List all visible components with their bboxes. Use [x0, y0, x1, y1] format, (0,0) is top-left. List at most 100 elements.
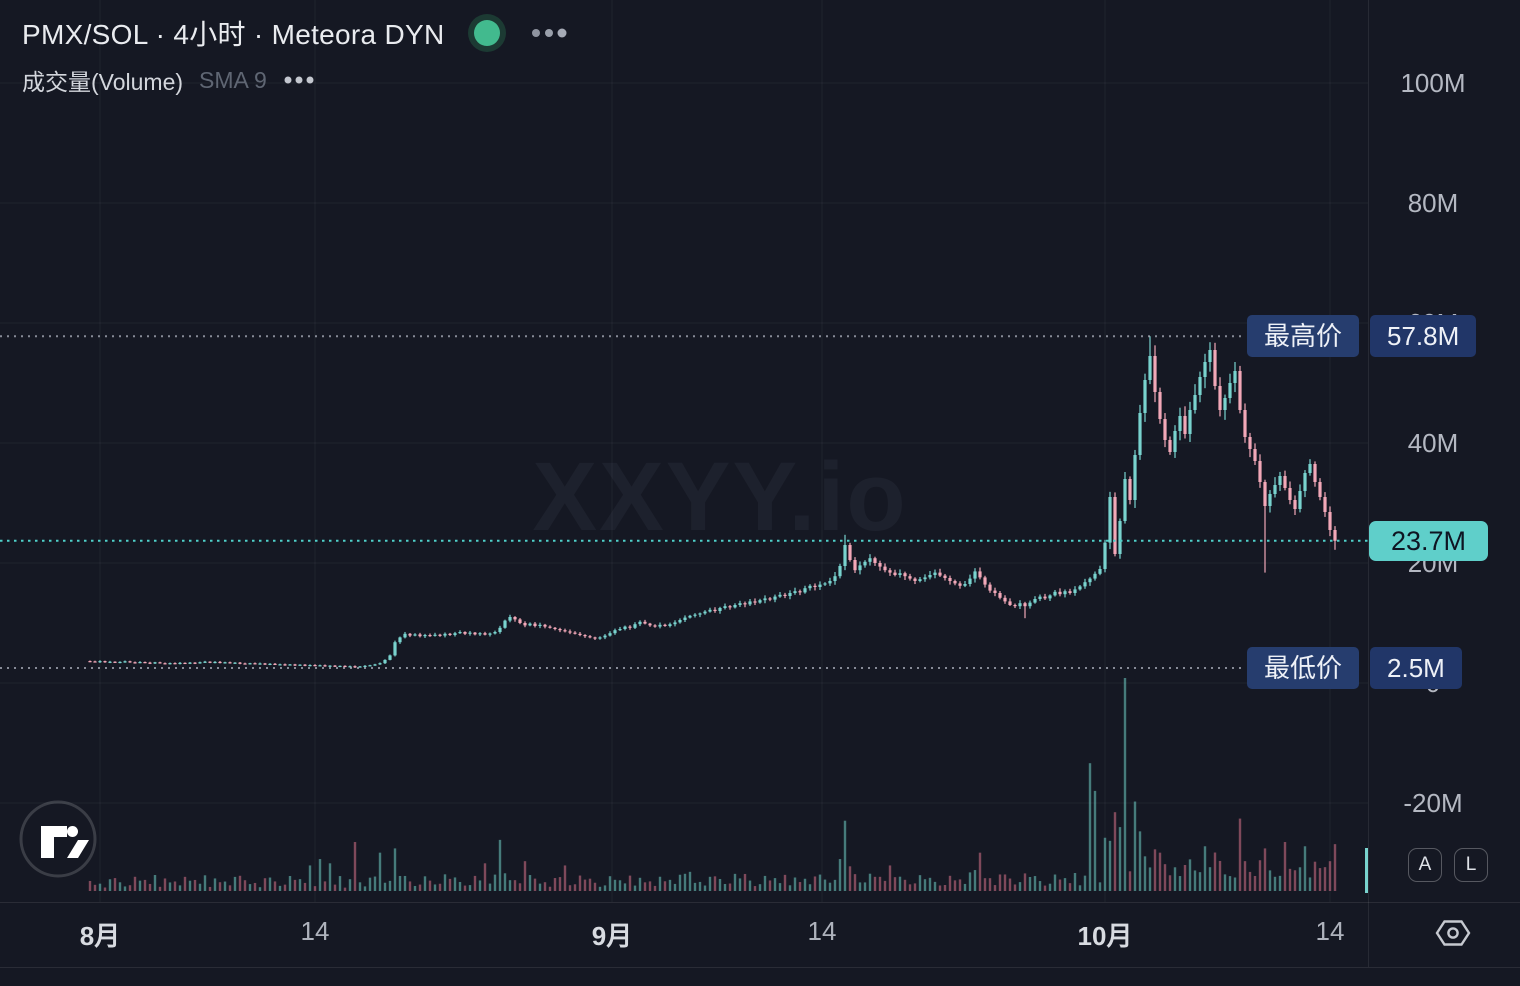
candle-body — [1313, 464, 1317, 482]
volume-bar — [743, 873, 747, 891]
candle-body — [483, 633, 487, 635]
candle-body — [678, 620, 682, 623]
candle-body — [898, 573, 902, 575]
candle-body — [588, 636, 592, 638]
volume-bar — [378, 852, 382, 891]
volume-bar — [663, 881, 667, 891]
candle-body — [298, 664, 302, 666]
x-axis-label: 14 — [1315, 916, 1345, 946]
volume-bar — [748, 880, 752, 891]
candle-body — [983, 577, 987, 585]
candle-body — [1198, 377, 1202, 395]
volume-bar — [413, 885, 417, 891]
gear-icon[interactable] — [1432, 916, 1474, 950]
ellipsis-icon[interactable] — [529, 26, 571, 40]
volume-bar — [478, 880, 482, 891]
candle-body — [1328, 512, 1332, 530]
volume-bar — [968, 872, 972, 891]
log-scale-button[interactable]: L — [1454, 848, 1488, 882]
tradingview-logo[interactable] — [17, 798, 99, 880]
candle-body — [123, 661, 127, 663]
volume-bar — [343, 887, 347, 891]
highest-price-value: 57.8M — [1370, 315, 1477, 358]
candle-body — [1318, 482, 1322, 497]
volume-bar — [193, 879, 197, 891]
candle-body — [753, 601, 757, 603]
volume-bar — [1208, 867, 1212, 891]
volume-bar — [1068, 883, 1072, 891]
volume-bar — [1233, 877, 1237, 891]
candle-body — [553, 627, 557, 629]
candle-body — [518, 619, 522, 623]
candle-body — [458, 632, 462, 634]
volume-bar — [1118, 827, 1122, 891]
volume-bar — [1273, 876, 1277, 891]
volume-bar — [693, 882, 697, 891]
candle-body — [1018, 603, 1022, 607]
candle-body — [818, 584, 822, 587]
candle-body — [808, 585, 812, 589]
volume-bar — [358, 882, 362, 891]
candle-body — [1153, 356, 1157, 392]
volume-bar — [1168, 875, 1172, 891]
candle-body — [283, 664, 287, 666]
volume-bar — [333, 884, 337, 891]
volume-bar — [573, 884, 577, 891]
price-axis-divider — [1368, 0, 1369, 967]
volume-bar — [143, 879, 147, 891]
x-axis-label: 14 — [807, 916, 837, 946]
volume-bar — [638, 877, 642, 891]
candle-body — [743, 603, 747, 605]
candle-body — [703, 611, 707, 614]
candle-body — [1053, 591, 1057, 596]
volume-bar — [218, 882, 222, 891]
ellipsis-icon[interactable] — [283, 74, 319, 86]
connection-status-icon[interactable] — [465, 11, 509, 55]
candle-body — [843, 545, 847, 566]
candle-body — [1128, 479, 1132, 500]
candle-body — [1123, 479, 1127, 521]
candle-body — [883, 566, 887, 571]
candle-body — [153, 662, 157, 664]
candle-body — [108, 661, 112, 663]
candle-body — [1163, 419, 1167, 440]
volume-bar — [308, 865, 312, 891]
candle-body — [643, 621, 647, 624]
volume-bar — [1138, 831, 1142, 891]
volume-bar — [408, 881, 412, 891]
volume-bar — [1023, 873, 1027, 891]
candle-body — [533, 623, 537, 626]
volume-bar — [938, 885, 942, 891]
volume-bar — [443, 874, 447, 891]
volume-bar — [348, 879, 352, 891]
volume-bar — [1258, 860, 1262, 891]
sma-label: SMA 9 — [199, 66, 267, 93]
volume-bar — [118, 882, 122, 891]
volume-indicator-legend[interactable]: 成交量(Volume) SMA 9 — [22, 64, 319, 96]
volume-bar — [1123, 678, 1127, 891]
candle-body — [993, 590, 997, 593]
candle-body — [208, 661, 212, 663]
candle-body — [1068, 591, 1072, 593]
volume-bar — [878, 876, 882, 891]
volume-bar — [688, 871, 692, 891]
volume-bar — [858, 882, 862, 891]
volume-bar — [518, 883, 522, 891]
auto-scale-button[interactable]: A — [1408, 848, 1442, 882]
volume-bar — [188, 880, 192, 891]
candle-body — [463, 632, 467, 634]
volume-bar — [463, 885, 467, 891]
volume-bar — [568, 885, 572, 891]
candle-body — [608, 633, 612, 636]
candle-body — [1323, 497, 1327, 512]
candle-body — [113, 661, 117, 663]
volume-bar — [993, 885, 997, 891]
volume-bar — [558, 877, 562, 891]
candle-body — [838, 566, 842, 577]
lowest-price-value: 2.5M — [1370, 647, 1462, 689]
volume-bar — [538, 883, 542, 891]
candle-body — [1013, 605, 1017, 607]
symbol-title[interactable]: PMX/SOL · 4小时 · Meteora DYN — [22, 19, 445, 50]
volume-bar — [1163, 864, 1167, 891]
